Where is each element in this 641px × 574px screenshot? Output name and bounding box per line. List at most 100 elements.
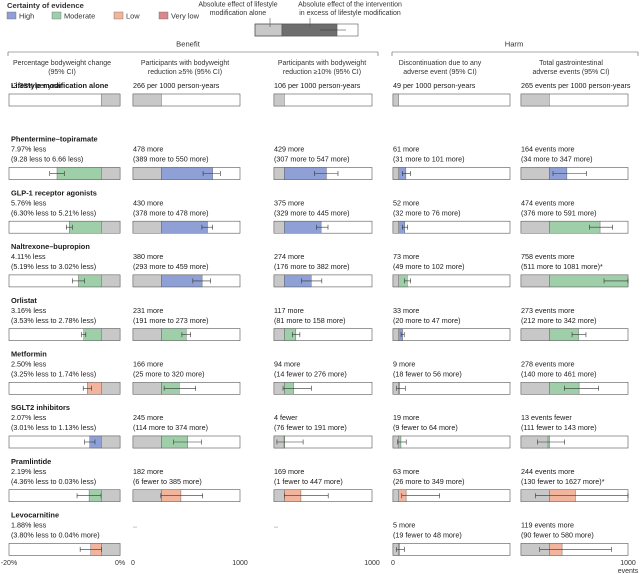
cell-estimate-phentermine-topiramate-r10: 429 more [274,145,304,154]
baseline-bar-orlistat-r5 [132,328,162,341]
row-label-glp-1-receptor-agonists: GLP-1 receptor agonists [11,188,97,197]
cell-estimate-glp-1-receptor-agonists-gi: 474 events more [521,198,575,207]
cell-estimate-glp-1-receptor-agonists-r5: 430 more [133,198,163,207]
baseline-bar-levocarnitine-weight [101,543,121,556]
cell-estimate-naltrexone-bupropion-gi: 758 events more [521,252,575,261]
effect-bar-glp-1-receptor-agonists-r5 [161,220,208,234]
legend-swatch-high [6,11,17,20]
row-label-pramlintide: Pramlintide [11,457,51,466]
cell-estimate-phentermine-topiramate-weight: 7.97% less [11,145,47,154]
bar-frame-lifestyle-modification-alone-r10 [273,93,373,107]
baseline-bar-orlistat-r10 [273,328,285,341]
cell-ci-sglt2-inhibitors-r5: (114 more to 374 more) [133,423,208,432]
legend-label-high: High [19,12,34,21]
baseline-bar-phentermine-topiramate-weight [101,167,121,180]
column-headers: Benefit Harm Percentage bodyweight chang… [7,40,639,76]
column-header-r10: Participants with bodyweight reduction ≥1… [278,60,366,76]
cell-estimate-metformin-gi: 278 events more [521,360,575,369]
cell-ci-phentermine-topiramate-r5: (389 more to 550 more) [133,155,209,164]
cell-estimate-lifestyle-modification-alone-r5: 266 per 1000 person-years [133,81,220,90]
cell-estimate-levocarnitine-r10: .. [274,521,278,530]
legend-label-moderate: Moderate [64,12,95,21]
baseline-bar-metformin-weight [101,382,121,395]
column-header-disc: Discontinuation due to any adverse event … [399,60,482,76]
baseline-bar-lifestyle-modification-alone-weight [101,93,121,107]
cell-ci-phentermine-topiramate-weight: (9.28 less to 6.66 less) [11,155,83,164]
baseline-bar-glp-1-receptor-agonists-r10 [273,220,285,234]
baseline-bar-metformin-r5 [132,382,162,395]
legend-label-low: Low [126,12,140,21]
row-label-levocarnitine: Levocarnitine [11,511,59,520]
column-header-gi: Total gastrointestinal adverse events (95… [532,60,609,76]
bar-frame-metformin-disc [392,381,511,395]
cell-ci-glp-1-receptor-agonists-gi: (376 more to 591 more) [521,208,597,217]
cell-estimate-sglt2-inhibitors-gi: 13 events fewer [521,413,572,422]
cell-ci-naltrexone-bupropion-r5: (293 more to 459 more) [133,262,209,271]
row-label-orlistat: Orlistat [11,296,37,305]
legend-label-very-low: Very low [171,12,200,21]
effect-key-left-label: Absolute effect of lifestyle modification… [198,2,277,18]
cell-ci-levocarnitine-gi: (90 fewer to 580 more) [521,531,594,540]
cell-estimate-orlistat-disc: 33 more [393,306,419,315]
cell-estimate-metformin-r5: 166 more [133,360,163,369]
effect-bar-glp-1-receptor-agonists-r10 [284,220,322,234]
harm-header: Harm [505,40,524,49]
baseline-bar-phentermine-topiramate-r5 [132,167,162,180]
baseline-bar-glp-1-receptor-agonists-disc [392,220,399,234]
plot-area: Lifestyle modification alone-3.38% per y… [1,81,639,574]
cell-ci-pramlintide-weight: (4.36% less to 0.03% less) [11,477,96,486]
cell-estimate-levocarnitine-weight: 1.88% less [11,521,47,530]
legend-swatch-very-low [158,11,169,20]
cell-estimate-phentermine-topiramate-disc: 61 more [393,145,419,154]
cell-estimate-orlistat-r10: 117 more [274,306,304,315]
cell-ci-naltrexone-bupropion-gi: (511 more to 1081 more)* [521,262,603,271]
baseline-bar-sglt2-inhibitors-weight [101,435,121,449]
baseline-bar-naltrexone-bupropion-disc [392,274,399,288]
baseline-bar-naltrexone-bupropion-r5 [132,274,162,288]
cell-ci-levocarnitine-disc: (19 fewer to 48 more) [393,531,462,540]
cell-ci-pramlintide-r5: (6 fewer to 385 more) [133,477,202,486]
cell-estimate-phentermine-topiramate-gi: 164 events more [521,145,575,154]
axis-max-label-r5: 1000 [232,560,248,567]
cell-ci-phentermine-topiramate-gi: (34 more to 347 more) [521,155,593,164]
cell-ci-sglt2-inhibitors-r10: (76 fewer to 191 more) [274,423,347,432]
axis-min-label-r5: 0 [131,560,135,567]
effect-bar-orlistat-weight [83,328,102,341]
axis-max-label-gi: 1000 [620,560,636,567]
cell-estimate-orlistat-r5: 231 more [133,306,163,315]
baseline-bar-lifestyle-modification-alone-r5 [132,93,162,107]
bar-frame-orlistat-disc [392,328,511,341]
baseline-bar-naltrexone-bupropion-gi [520,274,550,288]
cell-ci-metformin-r5: (25 more to 320 more) [133,370,205,379]
cell-ci-phentermine-topiramate-disc: (31 more to 101 more) [393,155,465,164]
cell-ci-pramlintide-disc: (26 more to 349 more) [393,477,465,486]
cell-ci-metformin-disc: (18 fewer to 56 more) [393,370,462,379]
legend: Certainty of evidence Absolute effect of… [6,1,402,37]
row-label-metformin: Metformin [11,350,47,359]
baseline-bar-glp-1-receptor-agonists-gi [520,220,550,234]
column-header-r5: Participants with bodyweight reduction ≥5… [141,60,229,76]
cell-ci-naltrexone-bupropion-disc: (49 more to 102 more) [393,262,465,271]
cell-estimate-lifestyle-modification-alone-gi: 265 events per 1000 person-years [521,81,631,90]
baseline-bar-orlistat-weight [101,328,121,341]
legend-title: Certainty of evidence [7,1,84,10]
baseline-bar-pramlintide-disc [392,489,399,502]
cell-ci-orlistat-gi: (212 more to 342 more) [521,316,597,325]
cell-ci-glp-1-receptor-agonists-disc: (32 more to 76 more) [393,208,461,217]
baseline-bar-phentermine-topiramate-disc [392,167,399,180]
axis-max-label-weight: 0% [115,560,125,567]
column-header-weight: Percentage bodyweight change (95% CI) [13,60,111,76]
axis-max-label-r10: 1000 [364,560,380,567]
axis-unit-label-gi: events [618,568,639,574]
cell-estimate-naltrexone-bupropion-weight: 4.11% less [11,252,46,261]
effect-key-box [254,23,359,37]
cell-estimate-pramlintide-gi: 244 events more [521,467,575,476]
baseline-bar-naltrexone-bupropion-weight [101,274,121,288]
axis-min-label-weight: -20% [1,560,17,567]
cell-ci-naltrexone-bupropion-weight: (5.19% less to 3.02% less) [11,262,96,271]
cell-estimate-pramlintide-r10: 169 more [274,467,304,476]
cell-ci-orlistat-r10: (81 more to 158 more) [274,316,346,325]
cell-estimate-levocarnitine-r5: .. [133,521,137,530]
cell-ci-metformin-gi: (140 more to 461 more) [521,370,597,379]
